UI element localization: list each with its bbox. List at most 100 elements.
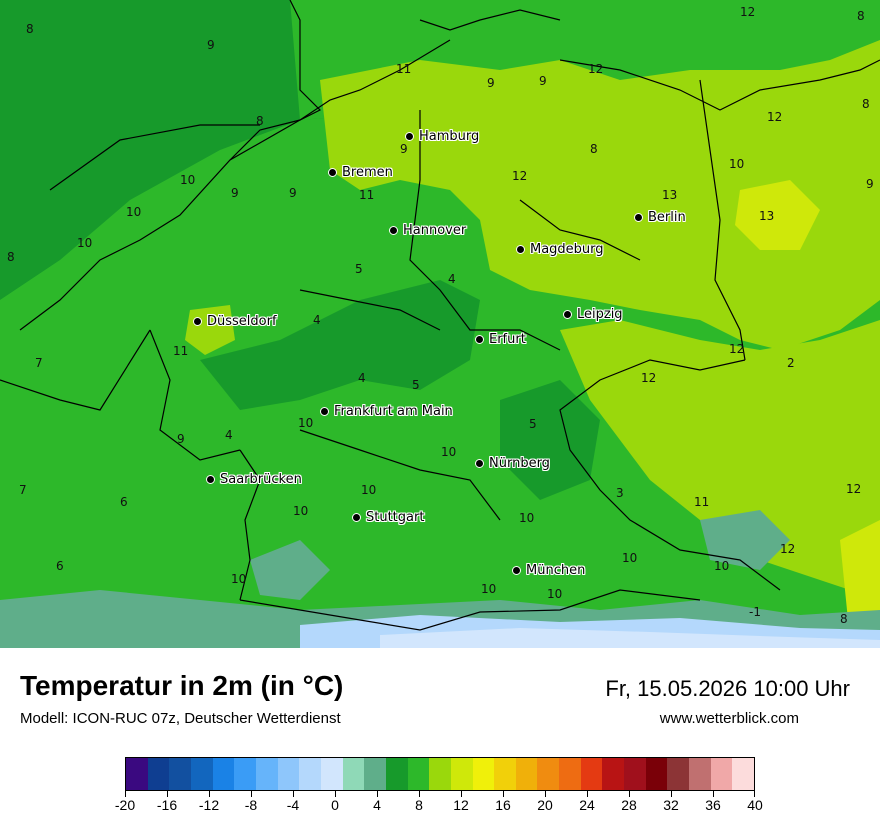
value-label: 5: [529, 417, 537, 431]
legend-tick-label: 24: [579, 797, 595, 813]
map-title: Temperatur in 2m (in °C): [20, 670, 344, 701]
legend-swatch: [190, 758, 213, 790]
legend-swatch: [559, 758, 581, 790]
legend-tick-label: 4: [373, 797, 381, 813]
value-label: 10: [361, 483, 377, 497]
city-duesseldorf[interactable]: Düsseldorf: [193, 314, 277, 329]
value-label: 10: [441, 445, 457, 459]
value-label: 10: [77, 236, 93, 250]
city-hamburg[interactable]: Hamburg: [405, 129, 479, 144]
legend-swatch: [732, 758, 755, 790]
value-label: 10: [622, 551, 638, 565]
legend-tick: [209, 791, 210, 797]
value-label: 12: [641, 371, 657, 385]
website-link[interactable]: www.wetterblick.com: [659, 710, 799, 727]
legend-tick: [335, 791, 336, 797]
city-label: Bremen: [342, 165, 393, 180]
city-label: Saarbrücken: [220, 472, 302, 487]
city-hannover[interactable]: Hannover: [389, 223, 466, 238]
value-label: 11: [396, 62, 412, 76]
value-label: 9: [177, 432, 185, 446]
value-label: 9: [289, 186, 297, 200]
legend-tick: [377, 791, 378, 797]
city-label: Stuttgart: [366, 510, 425, 525]
legend-tick: [251, 791, 252, 797]
legend-swatch: [602, 758, 625, 790]
city-marker: [516, 245, 525, 254]
city-marker: [634, 213, 643, 222]
city-marker: [405, 132, 414, 141]
value-label: 10: [293, 504, 309, 518]
city-label: Berlin: [648, 210, 686, 225]
city-frankfurt[interactable]: Frankfurt am Main: [320, 404, 453, 419]
city-marker: [475, 335, 484, 344]
value-label: 9: [866, 177, 874, 191]
temperature-field: [0, 0, 880, 648]
value-label: 10: [547, 587, 563, 601]
city-label: Hamburg: [419, 129, 480, 144]
legend-tick-label: -8: [244, 797, 258, 813]
legend-swatch: [342, 758, 365, 790]
value-label: 5: [412, 378, 420, 392]
legend-tick: [629, 791, 630, 797]
temperature-map[interactable]: 12 8 8 9 11 9 9 12 8 8 12 8 10 9 10 9 9 …: [0, 0, 880, 648]
value-label: 9: [487, 76, 495, 90]
value-label: 12: [588, 62, 604, 76]
legend-tick: [293, 791, 294, 797]
value-label: 3: [616, 486, 624, 500]
value-label: 11: [359, 188, 375, 202]
legend-swatch: [126, 758, 148, 790]
legend-swatch: [234, 758, 256, 790]
city-leipzig[interactable]: Leipzig: [563, 307, 623, 322]
value-label: 8: [862, 97, 870, 111]
value-label: 12: [512, 169, 528, 183]
value-label: 12: [780, 542, 796, 556]
city-label: Düsseldorf: [207, 314, 277, 329]
city-berlin[interactable]: Berlin: [634, 210, 686, 225]
value-label: 9: [207, 38, 215, 52]
city-marker: [320, 407, 329, 416]
legend-tick: [713, 791, 714, 797]
value-label: 9: [400, 142, 408, 156]
legend-swatch: [667, 758, 690, 790]
value-label: 12: [740, 5, 756, 19]
city-marker: [206, 475, 215, 484]
city-marker: [475, 459, 484, 468]
city-erfurt[interactable]: Erfurt: [475, 332, 526, 347]
city-stuttgart[interactable]: Stuttgart: [352, 510, 424, 525]
legend-swatch: [537, 758, 560, 790]
legend-swatch: [450, 758, 473, 790]
value-label: 8: [7, 250, 15, 264]
city-magdeburg[interactable]: Magdeburg: [516, 242, 604, 257]
value-label: 12: [729, 342, 745, 356]
value-label: 13: [759, 209, 775, 223]
legend-swatch: [689, 758, 711, 790]
legend-tick-label: 36: [705, 797, 721, 813]
city-label: München: [526, 563, 586, 578]
value-label: 8: [26, 22, 34, 36]
value-label: 12: [846, 482, 862, 496]
legend-tick-label: 20: [537, 797, 553, 813]
city-marker: [389, 226, 398, 235]
value-label: 4: [358, 371, 366, 385]
legend-swatch: [299, 758, 321, 790]
city-label: Erfurt: [489, 332, 526, 347]
city-label: Magdeburg: [530, 242, 604, 257]
legend-swatch: [645, 758, 668, 790]
value-label: 10: [481, 582, 497, 596]
value-label: 10: [519, 511, 535, 525]
legend-tick: [461, 791, 462, 797]
city-muenchen[interactable]: München: [512, 563, 585, 578]
city-saarbruecken[interactable]: Saarbrücken: [206, 472, 302, 487]
legend-swatch: [429, 758, 451, 790]
city-nuernberg[interactable]: Nürnberg: [475, 456, 550, 471]
value-label: 10: [298, 416, 314, 430]
city-marker: [512, 566, 521, 575]
legend-tick: [754, 791, 755, 797]
value-label: 10: [231, 572, 247, 586]
value-label: 11: [694, 495, 710, 509]
value-label: 13: [662, 188, 678, 202]
city-bremen[interactable]: Bremen: [328, 165, 393, 180]
legend-tick-label: 12: [453, 797, 469, 813]
legend-swatch: [364, 758, 386, 790]
